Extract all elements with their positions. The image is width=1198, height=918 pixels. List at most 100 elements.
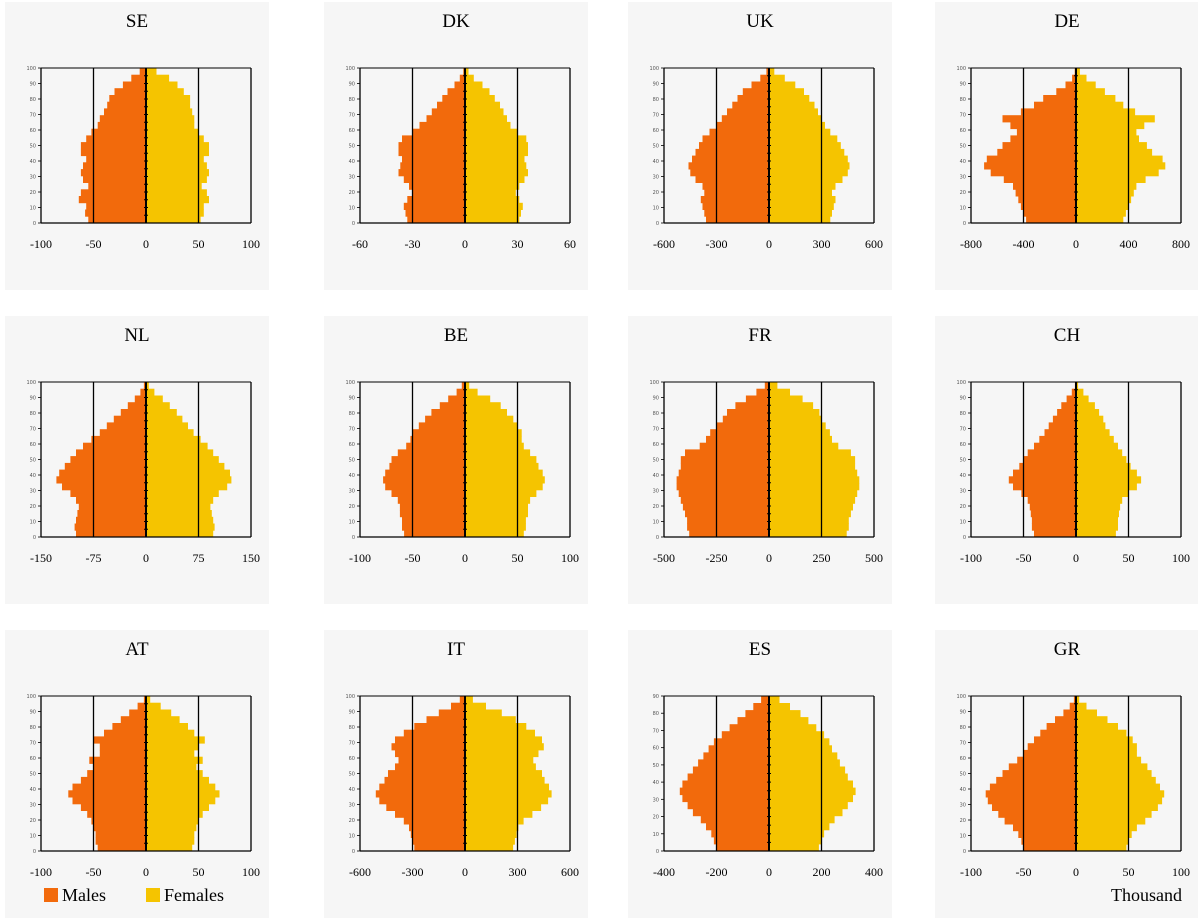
bar-female bbox=[1076, 429, 1110, 437]
bar-female bbox=[146, 456, 219, 464]
bar-male bbox=[1010, 135, 1076, 143]
y-tick-label: 0 bbox=[656, 535, 659, 541]
x-tick-label: 600 bbox=[865, 237, 883, 251]
y-tick-label: 50 bbox=[349, 772, 355, 778]
bar-male bbox=[418, 422, 465, 430]
bar-female bbox=[146, 415, 183, 423]
y-tick-label: 20 bbox=[30, 190, 36, 196]
bar-female bbox=[1076, 523, 1118, 531]
bar-male bbox=[987, 797, 1076, 805]
bar-female bbox=[1076, 409, 1100, 417]
bar-female bbox=[465, 101, 500, 109]
bar-male bbox=[410, 435, 465, 444]
bar-male bbox=[1023, 844, 1076, 852]
bar-female bbox=[465, 723, 527, 731]
bar-male bbox=[431, 409, 465, 417]
bar-male bbox=[425, 415, 465, 423]
bar-female bbox=[146, 95, 191, 103]
bar-male bbox=[1003, 175, 1076, 183]
bar-male bbox=[687, 773, 769, 781]
bar-female bbox=[146, 702, 161, 710]
bar-female bbox=[769, 382, 778, 390]
bar-female bbox=[465, 74, 474, 82]
bar-female bbox=[465, 155, 525, 163]
bar-female bbox=[146, 155, 204, 163]
pyramid-title: UK bbox=[746, 11, 774, 32]
bar-male bbox=[761, 696, 769, 704]
bar-male bbox=[1034, 736, 1076, 744]
bar-female bbox=[465, 142, 528, 150]
y-tick-label: 50 bbox=[349, 458, 355, 464]
bar-male bbox=[692, 155, 769, 163]
bar-female bbox=[769, 489, 858, 497]
y-tick-label: 80 bbox=[960, 411, 966, 417]
bar-female bbox=[465, 196, 520, 204]
bar-male bbox=[996, 776, 1076, 785]
y-tick-label: 90 bbox=[653, 82, 659, 88]
x-tick-label: 100 bbox=[242, 865, 260, 879]
bar-female bbox=[769, 442, 839, 450]
bar-male bbox=[1023, 749, 1076, 758]
y-tick-label: 30 bbox=[960, 489, 966, 495]
y-tick-label: 0 bbox=[963, 535, 966, 541]
bar-male bbox=[431, 108, 466, 116]
bar-male bbox=[1021, 489, 1076, 497]
x-tick-label: -600 bbox=[653, 237, 675, 251]
x-tick-label: 150 bbox=[242, 551, 260, 565]
bar-male bbox=[80, 148, 146, 157]
bar-female bbox=[465, 442, 524, 450]
bar-male bbox=[384, 776, 465, 785]
bar-male bbox=[86, 155, 146, 163]
bar-male bbox=[990, 169, 1076, 177]
bar-female bbox=[769, 128, 831, 136]
x-tick-label: 0 bbox=[1073, 865, 1079, 879]
bar-female bbox=[769, 182, 836, 190]
pyramid-title: IT bbox=[447, 639, 465, 660]
legend: Males Females bbox=[44, 884, 264, 906]
bar-female bbox=[1076, 496, 1123, 504]
bar-female bbox=[1076, 729, 1127, 737]
x-tick-label: 600 bbox=[561, 865, 579, 879]
bar-female bbox=[146, 202, 204, 210]
bar-male bbox=[395, 810, 465, 818]
bar-male bbox=[400, 162, 466, 170]
bar-female bbox=[465, 489, 537, 497]
bar-male bbox=[414, 844, 466, 852]
bar-female bbox=[146, 770, 203, 778]
pyramid-title: BE bbox=[443, 325, 469, 346]
bar-female bbox=[769, 88, 804, 96]
bar-female bbox=[769, 462, 856, 471]
y-tick-label: 40 bbox=[349, 473, 355, 479]
bar-male bbox=[447, 88, 465, 96]
bar-male bbox=[99, 743, 146, 751]
y-tick-label: 90 bbox=[960, 710, 966, 716]
bar-male bbox=[80, 776, 146, 785]
bar-male bbox=[760, 74, 770, 82]
y-tick-label: 90 bbox=[30, 82, 36, 88]
bar-male bbox=[713, 836, 769, 845]
bar-male bbox=[1065, 81, 1076, 89]
x-tick-label: 0 bbox=[143, 237, 149, 251]
bar-male bbox=[737, 95, 769, 103]
bar-female bbox=[465, 743, 544, 751]
y-tick-label: 40 bbox=[349, 787, 355, 793]
bar-male bbox=[727, 108, 769, 116]
y-tick-label: 60 bbox=[653, 442, 659, 448]
bar-female bbox=[465, 115, 507, 123]
bar-female bbox=[146, 763, 197, 771]
pyramid-svg: -800 -400 0 400 800 0 10 20 30 40 50 60 70 80 90 100 bbox=[956, 66, 1190, 251]
bar-male bbox=[1018, 196, 1077, 204]
bar-female bbox=[465, 530, 524, 538]
x-tick-label: 100 bbox=[1172, 551, 1190, 565]
y-tick-label: 10 bbox=[653, 520, 659, 526]
bar-female bbox=[769, 135, 838, 143]
y-tick-label: 60 bbox=[349, 128, 355, 134]
bar-male bbox=[139, 68, 146, 76]
bar-female bbox=[769, 717, 809, 725]
bar-female bbox=[1076, 776, 1156, 785]
bar-male bbox=[143, 382, 146, 390]
y-tick-label: 30 bbox=[349, 489, 355, 495]
bar-male bbox=[414, 723, 466, 731]
bar-male bbox=[1040, 729, 1076, 737]
y-tick-label: 0 bbox=[33, 849, 36, 855]
